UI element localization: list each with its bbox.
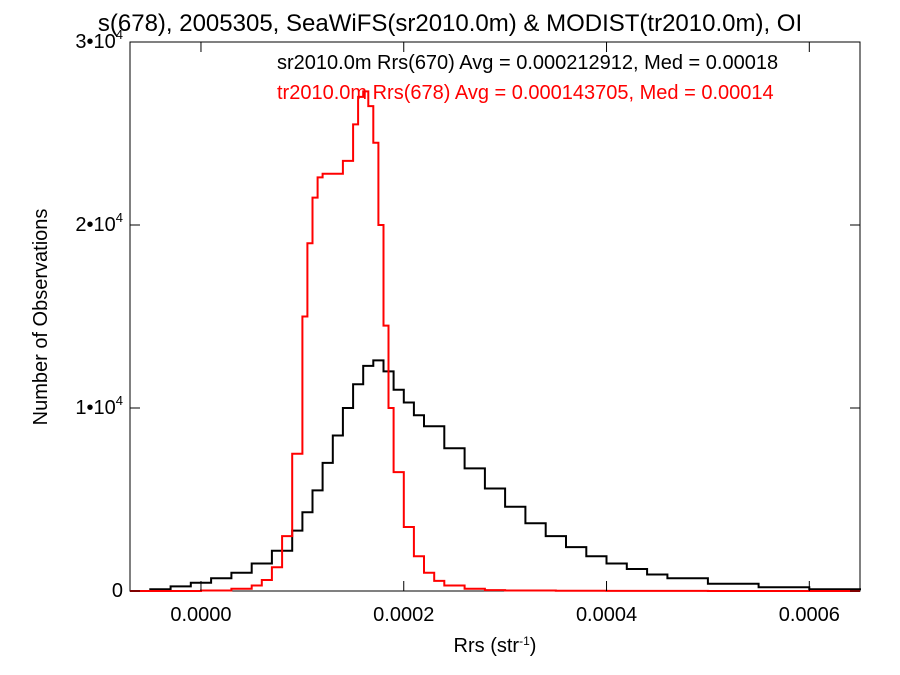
x-axis-label: Rrs (str-1) (454, 634, 537, 657)
x-axis-label-close: ) (530, 635, 537, 657)
x-tick-label-0: 0.0000 (170, 604, 231, 626)
y-axis-label: Number of Observations (30, 209, 52, 426)
chart-title: s(678), 2005305, SeaWiFS(sr2010.0m) & MO… (98, 10, 802, 37)
y-tick-label-3: 3•104 (75, 27, 123, 53)
annotation-red: tr2010.0m Rrs(678) Avg = 0.000143705, Me… (277, 82, 774, 104)
y-tick-label-1: 1•104 (75, 393, 123, 419)
annotation-black: sr2010.0m Rrs(670) Avg = 0.000212912, Me… (277, 52, 778, 74)
series-layer (130, 90, 861, 592)
x-tick-label-1: 0.0002 (373, 604, 434, 626)
x-tick-label-3: 0.0006 (779, 604, 840, 626)
plot-frame (129, 41, 861, 592)
x-axis-label-sup: -1 (519, 634, 530, 648)
y-tick-label-2: 2•104 (75, 210, 123, 236)
x-tick-label-2: 0.0004 (576, 604, 637, 626)
series-line-0 (130, 359, 861, 592)
series-line-1 (130, 90, 860, 592)
x-axis-label-main: Rrs (str (454, 635, 520, 657)
y-tick-label-0: 0 (112, 580, 123, 602)
axis-layer: 0.0000 0.0002 0.0004 0.0006 0 1•104 2•104 3•104 (75, 27, 860, 626)
plot-border (129, 41, 861, 592)
